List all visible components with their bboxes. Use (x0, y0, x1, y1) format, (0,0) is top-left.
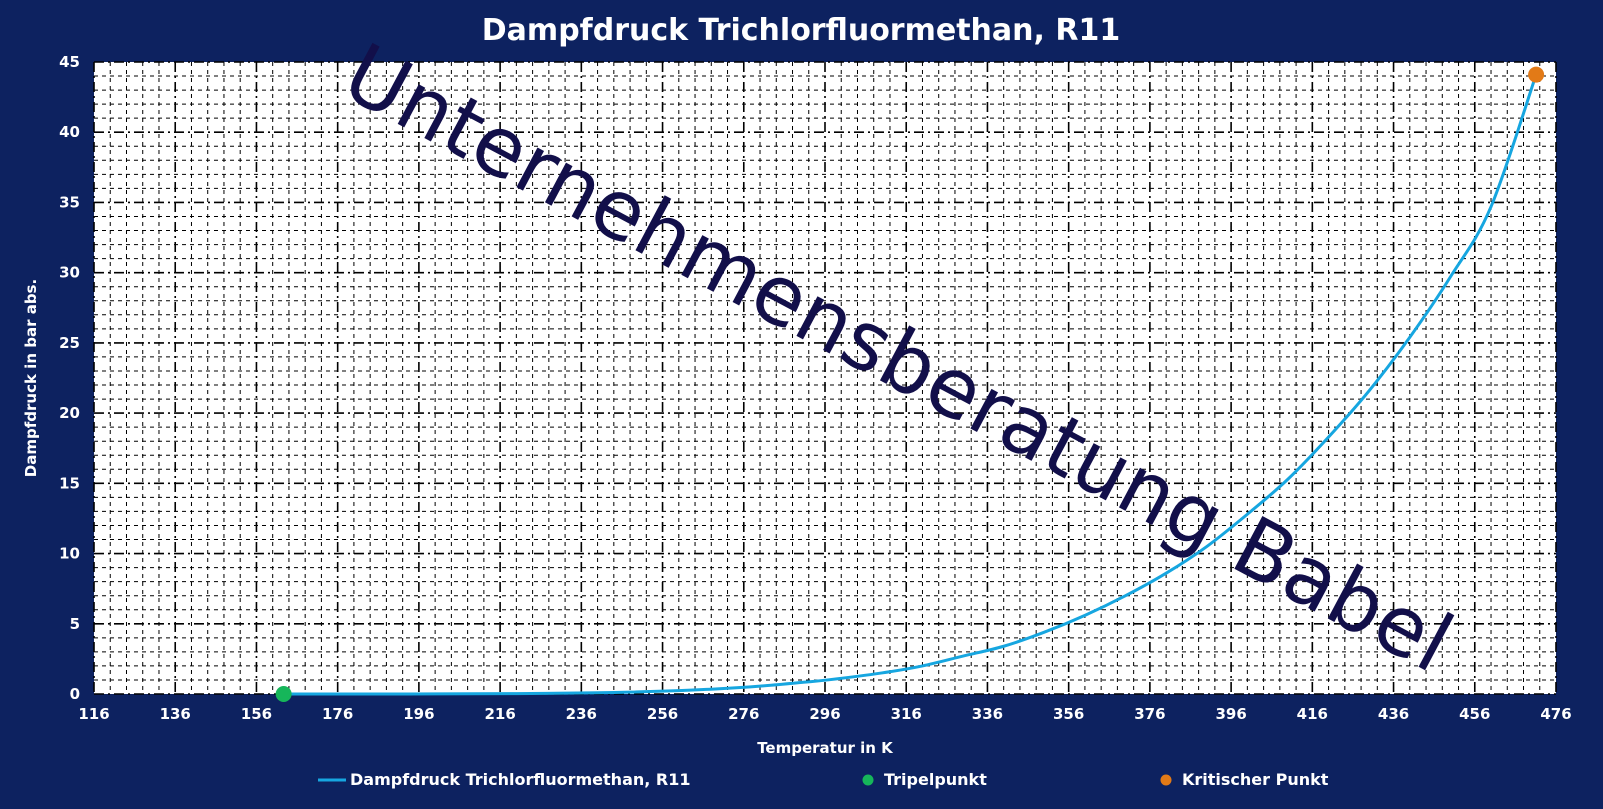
legend-triple-point-swatch (862, 774, 874, 786)
series-line-dampfdruck (283, 74, 1538, 696)
y-tick-label: 40 (59, 123, 80, 141)
x-tick-label: 376 (1134, 705, 1165, 723)
critical-point-marker (1528, 66, 1545, 83)
y-axis-ticks: 0 5 10 15 20 25 30 35 40 45 (59, 53, 80, 703)
y-tick-label: 35 (59, 193, 80, 211)
y-tick-label: 30 (59, 264, 80, 282)
x-tick-label: 476 (1540, 705, 1571, 723)
y-tick-label: 25 (59, 334, 80, 352)
legend: Dampfdruck Trichlorfluormethan, R11 Tripe… (318, 770, 1329, 789)
x-tick-label: 236 (566, 705, 597, 723)
x-tick-label: 116 (78, 705, 109, 723)
x-tick-label: 256 (647, 705, 678, 723)
x-tick-label: 136 (160, 705, 191, 723)
legend-label-critical-point: Kritischer Punkt (1182, 770, 1329, 789)
x-tick-label: 316 (891, 705, 922, 723)
x-tick-label: 336 (972, 705, 1003, 723)
legend-critical-point-swatch (1160, 774, 1172, 786)
y-axis-label: Dampfdruck in bar abs. (22, 279, 40, 477)
y-tick-label: 45 (59, 53, 80, 71)
chart-title: Dampfdruck Trichlorfluormethan, R11 (482, 13, 1120, 48)
x-tick-label: 396 (1215, 705, 1246, 723)
x-tick-label: 216 (484, 705, 515, 723)
x-tick-label: 456 (1459, 705, 1490, 723)
x-axis-label: Temperatur in K (757, 739, 894, 757)
y-tick-label: 15 (59, 474, 80, 492)
y-tick-label: 0 (70, 685, 80, 703)
series-layer (275, 66, 1545, 702)
x-tick-label: 296 (809, 705, 840, 723)
x-tick-label: 436 (1378, 705, 1409, 723)
x-tick-label: 356 (1053, 705, 1084, 723)
x-tick-label: 276 (728, 705, 759, 723)
x-tick-label: 176 (322, 705, 353, 723)
x-tick-label: 156 (241, 705, 272, 723)
y-tick-label: 10 (59, 545, 80, 563)
x-axis-ticks: 116 136 156 176 196 216 236 256 276 296 316 336 356 3… (78, 705, 1571, 723)
y-tick-label: 5 (70, 615, 80, 633)
x-tick-label: 196 (403, 705, 434, 723)
y-tick-label: 20 (59, 404, 80, 422)
x-tick-label: 416 (1297, 705, 1328, 723)
legend-label-triple-point: Tripelpunkt (884, 770, 987, 789)
triple-point-marker (275, 685, 292, 702)
legend-label-series: Dampfdruck Trichlorfluormethan, R11 (350, 770, 690, 789)
